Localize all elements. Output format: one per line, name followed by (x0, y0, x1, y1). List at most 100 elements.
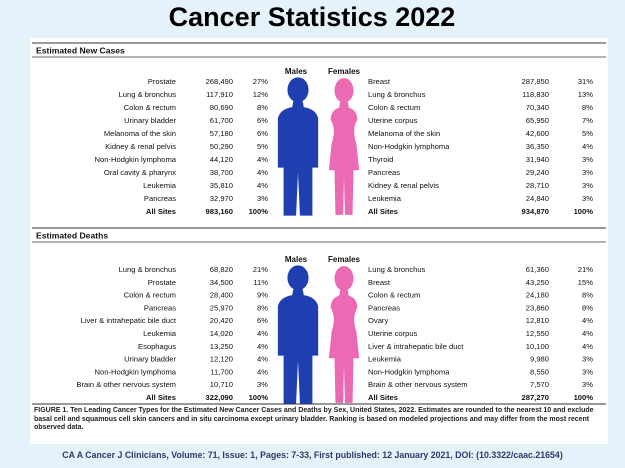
female-percent: 5% (582, 129, 593, 138)
male-percent: 4% (257, 329, 268, 338)
male-count: 28,400 (210, 291, 233, 300)
male-count: 12,120 (210, 355, 233, 364)
male-count: 38,700 (210, 168, 233, 177)
male-percent: 6% (257, 129, 268, 138)
male-site: Prostate (148, 278, 176, 287)
male-count: 57,180 (210, 129, 233, 138)
male-percent: 4% (257, 181, 268, 190)
female-percent: 3% (582, 168, 593, 177)
female-count: 24,840 (526, 194, 549, 203)
female-count: 10,100 (526, 342, 549, 351)
female-site: Non-Hodgkin lymphoma (368, 142, 450, 151)
female-site: All Sites (368, 207, 398, 216)
section-heading: Estimated Deaths (36, 230, 108, 240)
male-percent: 4% (257, 355, 268, 364)
female-count: 28,710 (526, 181, 549, 190)
caption-label: FIGURE 1. (34, 407, 69, 414)
male-count: 80,690 (210, 103, 233, 112)
male-percent: 4% (257, 342, 268, 351)
female-site: Pancreas (368, 168, 400, 177)
female-site: Ovary (368, 316, 388, 325)
male-percent: 100% (249, 207, 269, 216)
female-percent: 8% (582, 291, 593, 300)
female-count: 7,570 (530, 380, 549, 389)
female-site: Lung & bronchus (368, 265, 426, 274)
male-percent: 21% (253, 265, 268, 274)
male-count: 10,710 (210, 380, 233, 389)
male-count: 50,290 (210, 142, 233, 151)
male-count: 34,500 (210, 278, 233, 287)
title: Cancer Statistics 2022 (169, 2, 456, 32)
male-count: 68,820 (210, 265, 233, 274)
female-count: 8,550 (530, 367, 549, 376)
female-percent: 3% (582, 355, 593, 364)
male-site: Non-Hodgkin lymphoma (95, 155, 177, 164)
female-site: Leukemia (368, 194, 402, 203)
citation: CA A Cancer J Clinicians, Volume: 71, Is… (62, 450, 563, 460)
male-percent: 8% (257, 103, 268, 112)
female-percent: 8% (582, 303, 593, 312)
female-count: 23,860 (526, 303, 549, 312)
male-count: 983,160 (206, 207, 233, 216)
male-site: All Sites (146, 393, 176, 402)
male-percent: 6% (257, 116, 268, 125)
male-percent: 5% (257, 142, 268, 151)
male-percent: 9% (257, 291, 268, 300)
female-site: Colon & rectum (368, 103, 420, 112)
male-site: Prostate (148, 77, 176, 86)
female-site: Colon & rectum (368, 291, 420, 300)
female-site: Pancreas (368, 303, 400, 312)
male-count: 13,250 (210, 342, 233, 351)
female-percent: 15% (578, 278, 593, 287)
female-percent: 3% (582, 194, 593, 203)
caption: FIGURE 1. Ten Leading Cancer Types for t… (34, 407, 602, 433)
female-site: Melanoma of the skin (368, 129, 440, 138)
male-site: Esophagus (138, 342, 176, 351)
male-site: Oral cavity & pharynx (104, 168, 176, 177)
male-site: All Sites (146, 207, 176, 216)
female-site: Breast (368, 77, 391, 86)
female-percent: 3% (582, 155, 593, 164)
male-site: Liver & intrahepatic bile duct (81, 316, 177, 325)
male-percent: 3% (257, 194, 268, 203)
male-count: 14,020 (210, 329, 233, 338)
female-percent: 31% (578, 77, 593, 86)
male-percent: 6% (257, 316, 268, 325)
female-site: Uterine corpus (368, 116, 418, 125)
female-count: 118,830 (522, 90, 549, 99)
female-percent: 7% (582, 116, 593, 125)
male-count: 20,420 (210, 316, 233, 325)
female-count: 12,550 (526, 329, 549, 338)
male-count: 61,700 (210, 116, 233, 125)
female-percent: 100% (574, 207, 594, 216)
male-percent: 4% (257, 155, 268, 164)
caption-text: Ten Leading Cancer Types for the Estimat… (34, 407, 594, 432)
male-site: Pancreas (144, 194, 176, 203)
male-site: Leukemia (143, 329, 177, 338)
male-count: 35,810 (210, 181, 233, 190)
male-percent: 4% (257, 168, 268, 177)
male-percent: 8% (257, 303, 268, 312)
panel (30, 38, 608, 444)
male-percent: 27% (253, 77, 268, 86)
female-count: 287,850 (522, 77, 549, 86)
male-percent: 3% (257, 380, 268, 389)
female-count: 61,360 (526, 265, 549, 274)
section-heading: Estimated New Cases (36, 45, 125, 55)
female-site: Non-Hodgkin lymphoma (368, 367, 450, 376)
male-count: 32,970 (210, 194, 233, 203)
male-site: Melanoma of the skin (104, 129, 176, 138)
male-site: Leukemia (143, 181, 177, 190)
female-site: Thyroid (368, 155, 393, 164)
males-label: Males (285, 255, 308, 264)
male-site: Kidney & renal pelvis (105, 142, 176, 151)
male-site: Brain & other nervous system (76, 380, 176, 389)
male-site: Colon & rectum (124, 291, 176, 300)
female-site: Brain & other nervous system (368, 380, 468, 389)
female-count: 31,940 (526, 155, 549, 164)
male-count: 322,090 (206, 393, 233, 402)
female-percent: 4% (582, 316, 593, 325)
females-label: Females (328, 67, 361, 76)
